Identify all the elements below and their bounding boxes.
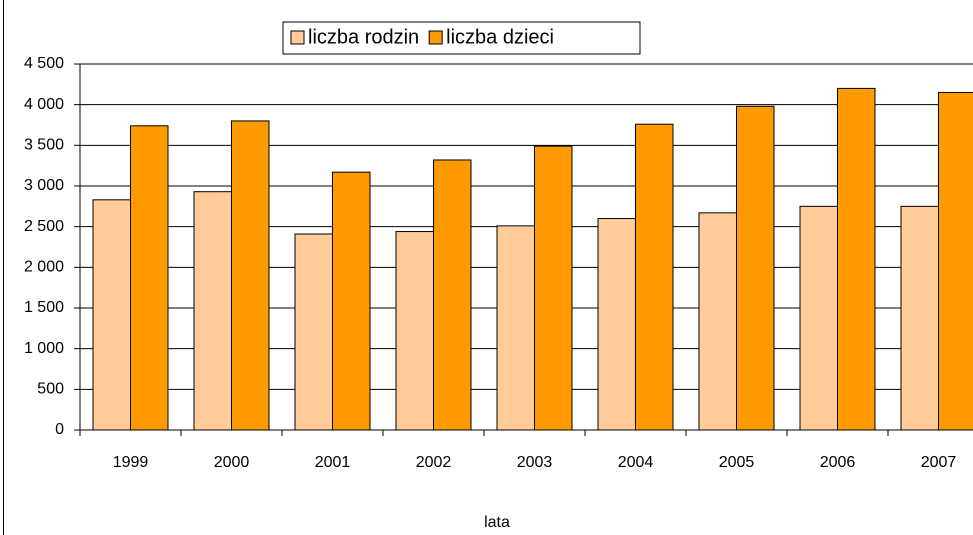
bar [433, 159, 472, 431]
bar [938, 91, 973, 431]
bar [534, 145, 573, 431]
bar [799, 205, 838, 431]
bar [130, 125, 169, 431]
legend-box [282, 21, 641, 55]
bar [597, 218, 636, 431]
x-tick-label: 2005 [719, 454, 755, 471]
legend-label: liczba dzieci [446, 26, 554, 48]
y-tick-label: 3 000 [24, 177, 64, 194]
bar [395, 231, 434, 431]
x-tick-label: 2000 [214, 454, 250, 471]
y-tick-label: 1 500 [24, 299, 64, 316]
bar [294, 233, 333, 431]
y-tick-label: 4 000 [24, 96, 64, 113]
legend-label: liczba rodzin [308, 26, 419, 48]
x-tick-label: 2006 [820, 454, 856, 471]
y-tick-label: 500 [37, 381, 64, 398]
y-tick-label: 3 500 [24, 137, 64, 154]
x-tick-label: 2003 [517, 454, 553, 471]
bar [698, 212, 737, 431]
x-tick-label: 2001 [315, 454, 351, 471]
bar [736, 105, 775, 431]
x-tick-label: 2007 [921, 454, 957, 471]
bar [92, 199, 131, 431]
legend-swatch [290, 30, 305, 45]
y-tick-label: 2 000 [24, 259, 64, 276]
y-tick-label: 1 000 [24, 340, 64, 357]
x-tick-label: 2002 [416, 454, 452, 471]
y-tick-label: 0 [55, 421, 64, 438]
bar [900, 205, 939, 431]
y-tick-label: 4 500 [24, 55, 64, 72]
x-tick-label: 1999 [113, 454, 149, 471]
bar [837, 87, 876, 431]
bar [193, 191, 232, 431]
bar [635, 123, 674, 431]
legend-swatch [428, 30, 443, 45]
bar [231, 120, 270, 431]
x-axis-label: lata [484, 514, 510, 531]
x-tick-label: 2004 [618, 454, 654, 471]
bar [332, 171, 371, 431]
bar [496, 225, 535, 431]
y-tick-label: 2 500 [24, 218, 64, 235]
